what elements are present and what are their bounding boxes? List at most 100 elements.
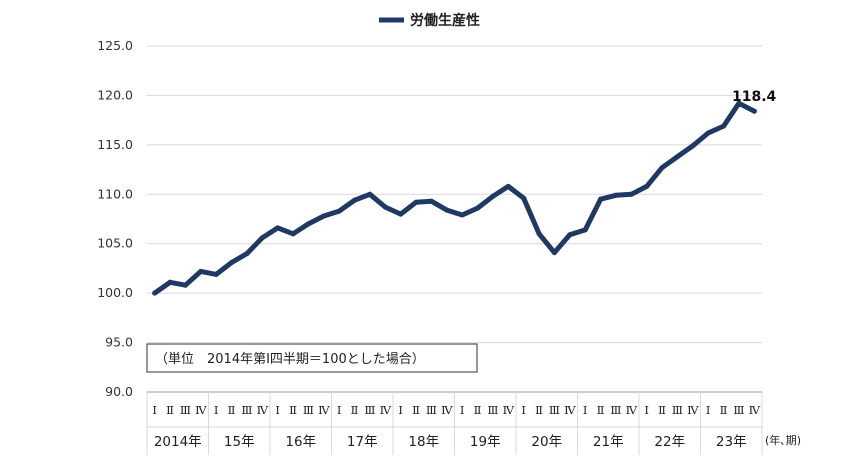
- data-point: [613, 192, 619, 198]
- x-tick-year-label: 23年: [716, 434, 747, 450]
- data-point: [521, 195, 527, 201]
- y-tick-label: 90.0: [105, 384, 133, 399]
- x-tick-quarter-label: Ⅱ: [351, 403, 359, 417]
- x-tick-quarter-label: Ⅱ: [658, 403, 666, 417]
- data-point: [428, 198, 434, 204]
- data-point: [244, 251, 250, 257]
- x-tick-quarter-label: Ⅰ: [214, 403, 219, 417]
- x-tick-year-label: 21年: [593, 434, 624, 450]
- x-tick-year-label: 19年: [470, 434, 501, 450]
- x-tick-quarter-label: Ⅱ: [289, 403, 297, 417]
- x-tick-quarter-label: Ⅰ: [644, 403, 649, 417]
- x-tick-quarter-label: Ⅲ: [610, 403, 621, 417]
- y-tick-label: 110.0: [97, 186, 133, 201]
- data-point: [229, 260, 235, 265]
- data-point: [305, 221, 311, 227]
- x-tick-year-label: 18年: [408, 434, 439, 450]
- data-point: [182, 282, 188, 288]
- x-tick-quarter-label: Ⅱ: [720, 403, 728, 417]
- x-tick-year-label: 17年: [347, 434, 378, 450]
- x-tick-quarter-label: Ⅰ: [152, 403, 157, 417]
- unit-note-box: [146, 343, 478, 373]
- x-tick-quarter-label: Ⅲ: [364, 403, 375, 417]
- x-tick-quarter-label: Ⅲ: [733, 403, 744, 417]
- x-tick-quarter-label: Ⅳ: [749, 403, 761, 417]
- x-tick-quarter-label: Ⅳ: [564, 403, 576, 417]
- data-point: [536, 231, 542, 237]
- y-tick-label: 115.0: [97, 137, 133, 152]
- data-point: [644, 183, 650, 189]
- data-point: [505, 183, 511, 189]
- legend-label: 労働生産性: [410, 12, 480, 29]
- unit-note-text: （単位 2014年第Ⅰ四半期＝100とした場合）: [155, 351, 425, 367]
- unit-note: （単位 2014年第Ⅰ四半期＝100とした場合）: [146, 343, 478, 373]
- x-tick-year-label: 16年: [285, 434, 316, 450]
- x-tick-quarter-label: Ⅰ: [583, 403, 588, 417]
- x-tick-quarter-label: Ⅳ: [687, 403, 699, 417]
- y-tick-label: 125.0: [97, 38, 133, 53]
- data-point: [721, 123, 727, 129]
- x-tick-quarter-label: Ⅱ: [474, 403, 482, 417]
- x-tick-quarter-label: Ⅳ: [257, 403, 269, 417]
- data-point: [413, 199, 419, 205]
- x-tick-quarter-label: Ⅰ: [521, 403, 526, 417]
- data-point: [213, 271, 219, 277]
- series-line-labor-productivity: [152, 100, 757, 296]
- data-point: [398, 211, 404, 217]
- data-point: [475, 205, 481, 211]
- x-tick-quarter-label: Ⅱ: [597, 403, 605, 417]
- data-point: [674, 154, 680, 160]
- x-tick-quarter-label: Ⅰ: [398, 403, 403, 417]
- y-tick-label: 100.0: [97, 285, 133, 300]
- x-tick-quarter-label: Ⅳ: [318, 403, 330, 417]
- data-point: [459, 212, 465, 218]
- data-point: [152, 290, 158, 296]
- x-tick-year-label: 22年: [654, 434, 685, 450]
- data-point: [367, 191, 373, 197]
- x-tick-quarter-label: Ⅳ: [195, 403, 207, 417]
- data-point: [198, 268, 204, 274]
- data-point: [582, 227, 588, 233]
- data-point: [275, 225, 281, 231]
- data-point: [598, 196, 604, 202]
- x-tick-quarter-label: Ⅰ: [275, 403, 280, 417]
- y-tick-label: 120.0: [97, 87, 133, 102]
- x-tick-quarter-label: Ⅲ: [672, 403, 683, 417]
- data-point: [490, 193, 496, 199]
- data-point: [551, 250, 557, 256]
- x-tick-year-label: 20年: [531, 434, 562, 450]
- data-point: [259, 235, 265, 241]
- x-axis-unit-label: (年､期): [765, 433, 801, 447]
- data-point: [290, 231, 296, 237]
- x-tick-quarter-label: Ⅳ: [441, 403, 453, 417]
- data-point: [751, 108, 757, 114]
- y-tick-label: 95.0: [105, 335, 133, 350]
- data-point: [736, 100, 742, 106]
- x-tick-quarter-label: Ⅱ: [228, 403, 236, 417]
- legend: 労働生産性: [379, 12, 480, 29]
- data-point: [352, 197, 358, 203]
- x-tick-quarter-label: Ⅲ: [303, 403, 314, 417]
- x-tick-quarter-label: Ⅱ: [166, 403, 174, 417]
- x-tick-quarter-label: Ⅰ: [706, 403, 711, 417]
- y-axis: 125.0 120.0 115.0 110.0 105.0 100.0 95.0 90.0: [97, 38, 133, 399]
- data-point: [690, 143, 696, 149]
- x-tick-quarter-label: Ⅲ: [426, 403, 437, 417]
- data-point: [167, 279, 173, 285]
- data-point: [336, 208, 342, 214]
- x-tick-quarter-label: Ⅰ: [337, 403, 342, 417]
- x-tick-quarter-label: Ⅲ: [241, 403, 252, 417]
- x-tick-year-label: 2014年: [154, 434, 202, 450]
- y-tick-label: 105.0: [97, 236, 133, 251]
- x-tick-quarter-label: Ⅳ: [626, 403, 638, 417]
- x-tick-quarter-label: Ⅲ: [549, 403, 560, 417]
- x-tick-quarter-label: Ⅱ: [412, 403, 420, 417]
- data-point: [567, 232, 573, 238]
- x-tick-quarter-label: Ⅲ: [487, 403, 498, 417]
- x-tick-quarter-label: Ⅳ: [503, 403, 515, 417]
- data-point: [628, 191, 634, 197]
- x-tick-quarter-label: Ⅳ: [380, 403, 392, 417]
- data-point: [659, 165, 665, 171]
